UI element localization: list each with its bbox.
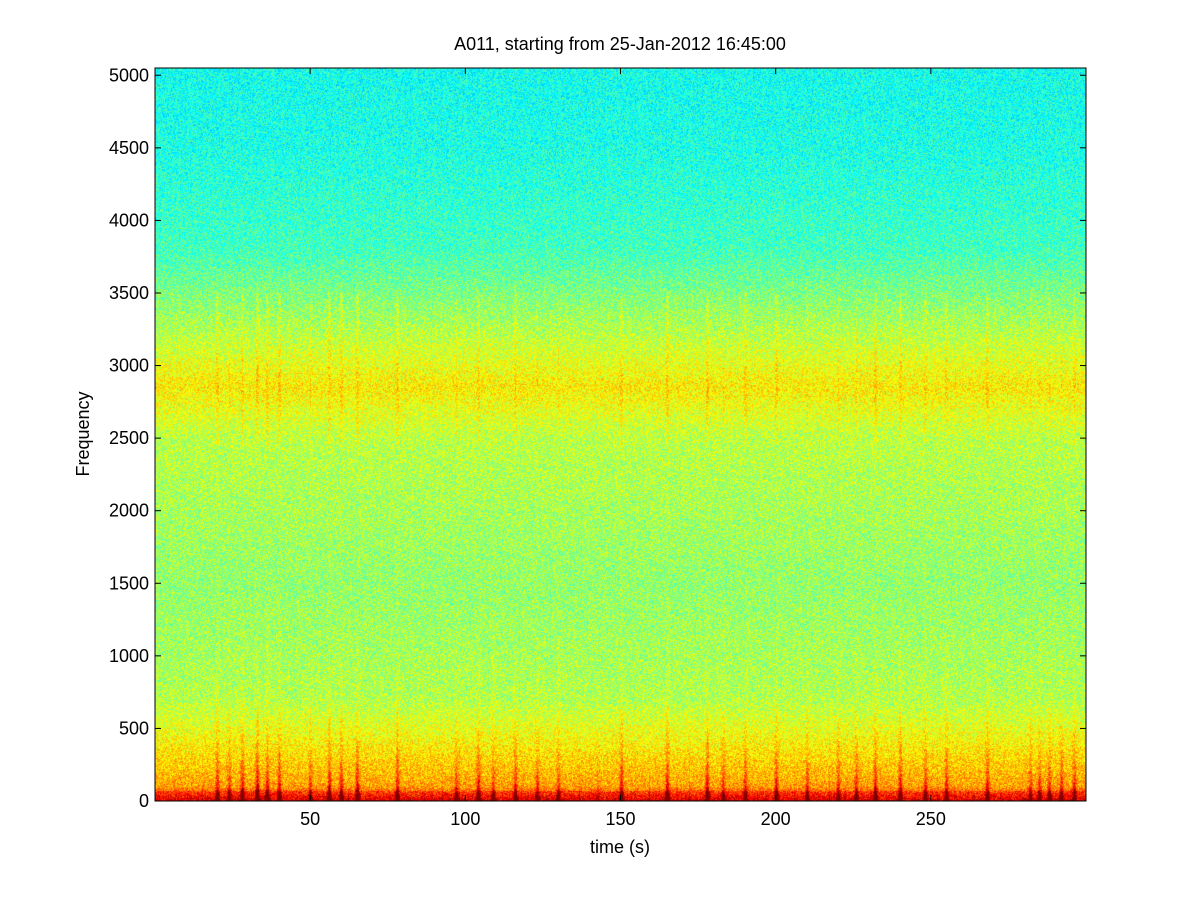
spectrogram-image: [155, 68, 1086, 801]
y-tick-label: 500: [119, 718, 149, 738]
y-tick-label: 2000: [109, 501, 149, 521]
x-tick-label: 100: [450, 809, 480, 829]
y-tick-label: 5000: [109, 65, 149, 85]
y-tick-label: 0: [139, 791, 149, 811]
y-tick-label: 1500: [109, 573, 149, 593]
y-axis-label: Frequency: [73, 391, 93, 476]
y-tick-label: 1000: [109, 646, 149, 666]
y-axis-ticks: 0 500 1000 1500 2000 2500 3000 3500 4000 4500 5000: [109, 65, 1086, 811]
plot-frame: [154, 67, 1087, 802]
y-tick-label: 4000: [109, 210, 149, 230]
x-tick-label: 50: [300, 809, 320, 829]
y-tick-label: 4500: [109, 138, 149, 158]
y-tick-label: 3500: [109, 283, 149, 303]
x-axis-ticks: 50 100 150 200 250: [300, 68, 946, 829]
x-axis-label: time (s): [590, 837, 650, 857]
y-tick-label: 3000: [109, 356, 149, 376]
x-tick-label: 200: [761, 809, 791, 829]
chart-title: A011, starting from 25-Jan-2012 16:45:00: [454, 34, 786, 54]
x-tick-label: 150: [605, 809, 635, 829]
x-tick-label: 250: [916, 809, 946, 829]
y-tick-label: 2500: [109, 428, 149, 448]
